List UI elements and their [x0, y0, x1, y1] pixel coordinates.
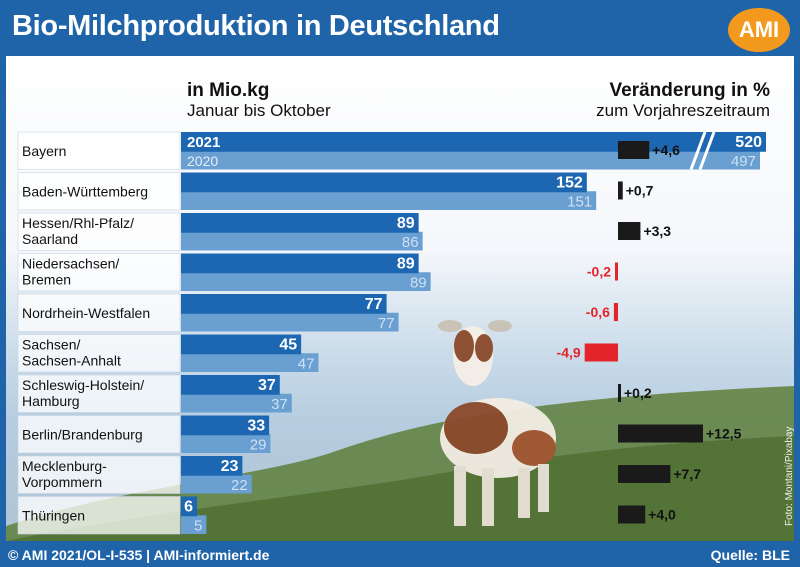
footer-copyright: © AMI 2021/OL-I-535 | AMI-informiert.de [8, 547, 270, 563]
change-bar [618, 384, 621, 402]
bar-2020 [181, 515, 207, 534]
change-label: +4,0 [648, 507, 676, 523]
value-2020: 47 [298, 355, 315, 372]
category-label-cell [17, 374, 181, 413]
category-label: Thüringen [22, 508, 85, 524]
bar-2020 [181, 150, 760, 170]
change-bar [618, 465, 671, 483]
value-2020: 29 [250, 436, 267, 453]
value-2020: 22 [231, 477, 248, 494]
period-header: Januar bis Oktober [187, 101, 331, 120]
value-2021: 33 [247, 418, 265, 435]
value-2021: 89 [397, 256, 415, 273]
change-bar [613, 303, 618, 321]
bar-2021 [181, 253, 419, 274]
category-label: Niedersachsen/Bremen [22, 256, 119, 288]
category-label-cell [17, 253, 181, 292]
bar-2020 [181, 272, 431, 291]
bar-2020 [181, 231, 423, 251]
value-2020: 77 [378, 315, 395, 332]
chart-panel: in Mio.kg Januar bis Oktober Veränderung… [6, 56, 794, 541]
category-label: Sachsen/Sachsen-Anhalt [22, 337, 121, 369]
category-label-cell [17, 212, 181, 251]
category-label: Hessen/Rhl-Pfalz/Saarland [22, 215, 134, 247]
category-label-cell [17, 496, 181, 535]
bar-2021 [181, 172, 587, 193]
value-2021: 520 [735, 134, 762, 151]
value-2020: 497 [731, 153, 756, 170]
change-subheader: zum Vorjahreszeitraum [596, 101, 770, 120]
change-label: +12,5 [706, 426, 742, 442]
legend-2020: 2020 [187, 153, 218, 169]
bar-2020 [181, 312, 399, 332]
bar-2021 [181, 415, 270, 436]
bar-chart: in Mio.kg Januar bis Oktober Veränderung… [6, 80, 794, 541]
change-label: +3,3 [643, 223, 671, 239]
footer-source: Quelle: BLE [710, 547, 790, 563]
category-label-cell [17, 172, 181, 211]
value-2021: 23 [221, 458, 239, 475]
category-label: Bayern [22, 143, 66, 159]
change-label: -4,9 [557, 345, 581, 361]
category-label: Berlin/Brandenburg [22, 427, 143, 443]
value-2021: 45 [279, 337, 297, 354]
category-label-cell [17, 131, 181, 170]
change-bar [618, 222, 641, 240]
value-2021: 89 [397, 215, 415, 232]
bar-2020 [181, 393, 292, 413]
change-bar [618, 141, 650, 159]
bar-2021 [181, 294, 387, 314]
category-label: Mecklenburg-Vorpommern [22, 458, 107, 490]
change-label: -0,6 [586, 304, 610, 320]
change-bar [618, 505, 646, 524]
change-label: +4,6 [652, 142, 680, 158]
photo-credit: Foto: Montani/Pixabay [784, 426, 794, 527]
legend-2021: 2021 [187, 134, 220, 151]
change-label: +0,2 [624, 385, 652, 401]
bar-2021 [181, 334, 302, 355]
category-label-cell [17, 455, 181, 494]
change-label: +0,7 [626, 183, 654, 199]
unit-header: in Mio.kg [187, 80, 269, 101]
change-bar [618, 181, 623, 200]
hill-shade [6, 436, 794, 541]
value-2021: 37 [258, 377, 276, 394]
cow-figure [438, 320, 556, 526]
background-scenery [6, 320, 794, 541]
value-2020: 151 [567, 193, 592, 210]
change-header: Veränderung in % [610, 80, 771, 101]
value-2021: 77 [365, 296, 383, 313]
value-2020: 5 [194, 517, 202, 534]
bar-2020 [181, 474, 252, 494]
bar-2021 [181, 456, 243, 476]
axis-break-mark [689, 131, 716, 171]
value-2020: 86 [402, 234, 419, 251]
category-label-cell [17, 415, 181, 454]
bar-2020 [181, 191, 597, 210]
value-2021: 6 [184, 499, 193, 516]
category-label: Nordrhein-Westfalen [22, 305, 150, 321]
category-label: Schleswig-Holstein/Hamburg [22, 377, 144, 409]
change-bar [584, 343, 618, 362]
bar-2020 [181, 353, 319, 372]
value-2020: 89 [410, 274, 427, 291]
change-bar [618, 424, 703, 443]
change-label: +7,7 [673, 466, 701, 482]
bar-2021 [181, 375, 280, 395]
category-label-cell [17, 293, 181, 332]
category-label: Baden-Württemberg [22, 184, 148, 200]
bar-2020 [181, 434, 271, 453]
chart-title: Bio-Milchproduktion in Deutschland [12, 10, 500, 42]
change-label: -0,2 [587, 264, 611, 280]
chart-rows: Bayern 520 497 2021 2020 +4,6 Baden-Württember… [17, 131, 766, 535]
ami-logo: AMI [728, 8, 790, 52]
category-label-cell [17, 334, 181, 373]
change-bar [615, 262, 618, 281]
bar-2021 [181, 496, 198, 517]
value-2020: 37 [271, 396, 288, 413]
bar-2021 [181, 213, 419, 233]
value-2021: 152 [556, 175, 583, 192]
